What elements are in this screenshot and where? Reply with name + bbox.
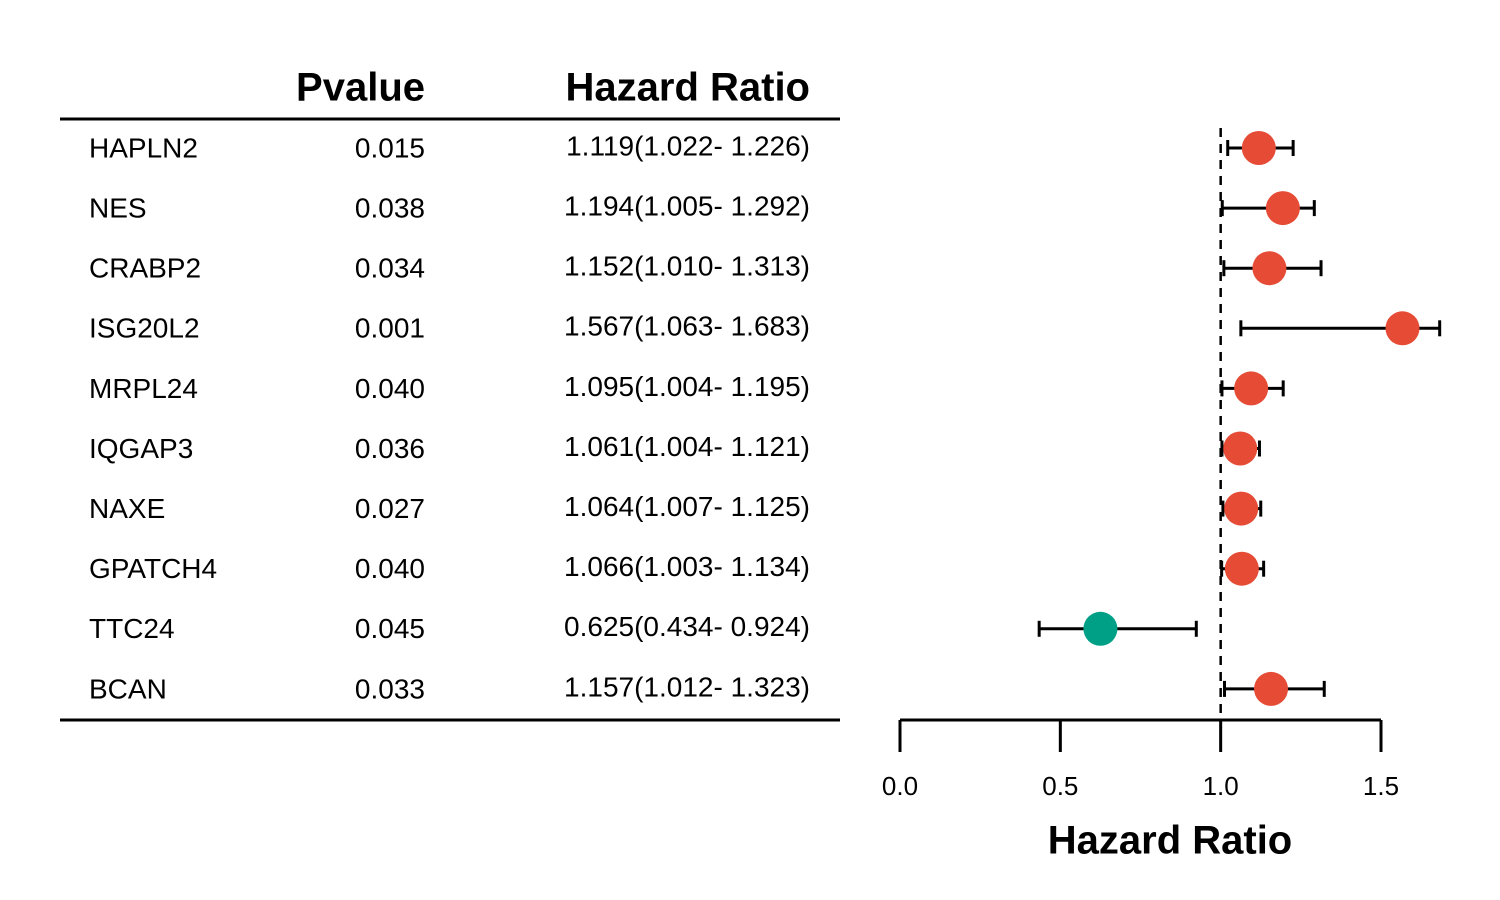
point [1241, 131, 1276, 165]
row-label: NAXE [89, 493, 165, 524]
point [1265, 191, 1300, 226]
row-label: BCAN [89, 673, 167, 704]
row-label: NES [89, 192, 147, 223]
hazard-ratio-label: 1.064(1.007- 1.125) [564, 491, 810, 522]
row-label: IQGAP3 [89, 433, 193, 464]
pvalue: 0.036 [355, 433, 425, 464]
hazard-ratio-label: 1.157(1.012- 1.323) [564, 671, 810, 702]
pvalue: 0.045 [355, 613, 425, 644]
pvalue: 0.001 [355, 313, 425, 344]
hazard-ratio-label: 1.095(1.004- 1.195) [564, 371, 810, 402]
point [1385, 311, 1420, 346]
column-header: Pvalue [296, 66, 425, 110]
pvalue: 0.038 [355, 192, 425, 223]
point [1252, 251, 1287, 286]
hazard-ratio-label: 1.061(1.004- 1.121) [564, 431, 810, 462]
point [1224, 491, 1259, 526]
x-tick-label: 0.5 [1042, 771, 1078, 801]
hazard-ratio-label: 0.625(0.434- 0.924) [564, 611, 810, 642]
row-label: CRABP2 [89, 253, 201, 284]
x-tick-label: 1.5 [1363, 771, 1399, 801]
pvalue: 0.040 [355, 553, 425, 584]
point [1234, 371, 1269, 406]
pvalue: 0.033 [355, 673, 425, 704]
hazard-ratio-label: 1.194(1.005- 1.292) [564, 190, 810, 221]
pvalue: 0.040 [355, 373, 425, 404]
hazard-ratio-label: 1.119(1.022- 1.226) [566, 130, 810, 161]
column-header: Hazard Ratio [566, 66, 811, 110]
x-axis-title: Hazard Ratio [1048, 819, 1293, 863]
row-label: TTC24 [89, 613, 175, 644]
hazard-ratio-label: 1.066(1.003- 1.134) [564, 551, 810, 582]
point [1224, 551, 1259, 586]
row-label: ISG20L2 [89, 313, 200, 344]
point [1083, 611, 1118, 646]
row-label: MRPL24 [89, 373, 198, 404]
pvalue: 0.027 [355, 493, 425, 524]
row-label: HAPLN2 [89, 132, 198, 163]
pvalue: 0.034 [355, 253, 425, 284]
x-tick-label: 0.0 [882, 771, 918, 801]
point [1223, 431, 1258, 466]
row-label: GPATCH4 [89, 553, 217, 584]
hazard-ratio-label: 1.152(1.010- 1.313) [564, 251, 810, 282]
pvalue: 0.015 [355, 132, 425, 163]
hazard-ratio-label: 1.567(1.063- 1.683) [564, 311, 810, 342]
point [1254, 671, 1289, 706]
x-tick-label: 1.0 [1203, 771, 1239, 801]
